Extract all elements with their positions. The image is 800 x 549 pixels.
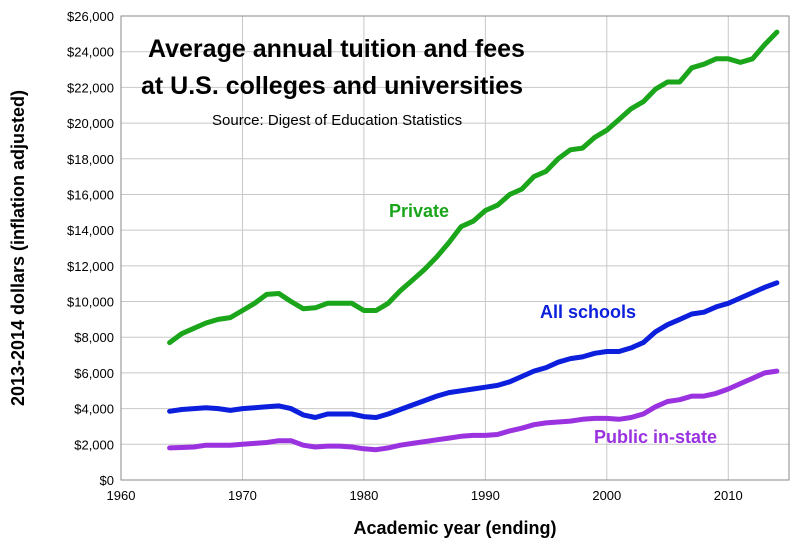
y-tick-label: $24,000	[67, 45, 114, 60]
x-axis-ticks: 1960 1970 1980 1990 2000 2010	[107, 488, 743, 503]
y-tick-label: $16,000	[67, 187, 114, 202]
x-tick-label: 2010	[714, 488, 743, 503]
y-tick-label: $6,000	[74, 366, 114, 381]
x-tick-label: 1970	[228, 488, 257, 503]
series-label-private: Private	[389, 201, 449, 221]
series-label-all-schools: All schools	[540, 302, 636, 322]
y-tick-label: $4,000	[74, 402, 114, 417]
y-tick-label: $22,000	[67, 80, 114, 95]
chart-subtitle: Source: Digest of Education Statistics	[212, 112, 462, 129]
series-line-public-in-state	[167, 368, 780, 453]
y-tick-label: $12,000	[67, 259, 114, 274]
x-tick-label: 1990	[471, 488, 500, 503]
y-tick-label: $10,000	[67, 295, 114, 310]
y-axis-title: 2013-2014 dollars (inflation adjusted)	[8, 90, 28, 406]
x-axis-title: Academic year (ending)	[353, 518, 556, 538]
y-tick-label: $0	[100, 473, 114, 488]
y-tick-label: $26,000	[67, 9, 114, 24]
series-label-public-in-state: Public in-state	[594, 427, 717, 447]
y-tick-label: $2,000	[74, 437, 114, 452]
series-line-all-schools	[167, 280, 780, 420]
y-tick-label: $14,000	[67, 223, 114, 238]
plot-frame	[120, 15, 790, 481]
y-tick-label: $8,000	[74, 330, 114, 345]
series-line-private	[167, 29, 780, 346]
x-tick-label: 1980	[349, 488, 378, 503]
y-axis-ticks: $0 $2,000 $4,000 $6,000 $8,000 $10,000 $12,000…	[67, 9, 114, 488]
chart-title-line-2: at U.S. colleges and universities	[141, 72, 523, 100]
series-lines	[167, 29, 780, 453]
x-tick-label: 1960	[107, 488, 136, 503]
y-tick-label: $20,000	[67, 116, 114, 131]
x-tick-label: 2000	[592, 488, 621, 503]
y-tick-label: $18,000	[67, 152, 114, 167]
chart-title-line-1: Average annual tuition and fees	[148, 35, 525, 63]
